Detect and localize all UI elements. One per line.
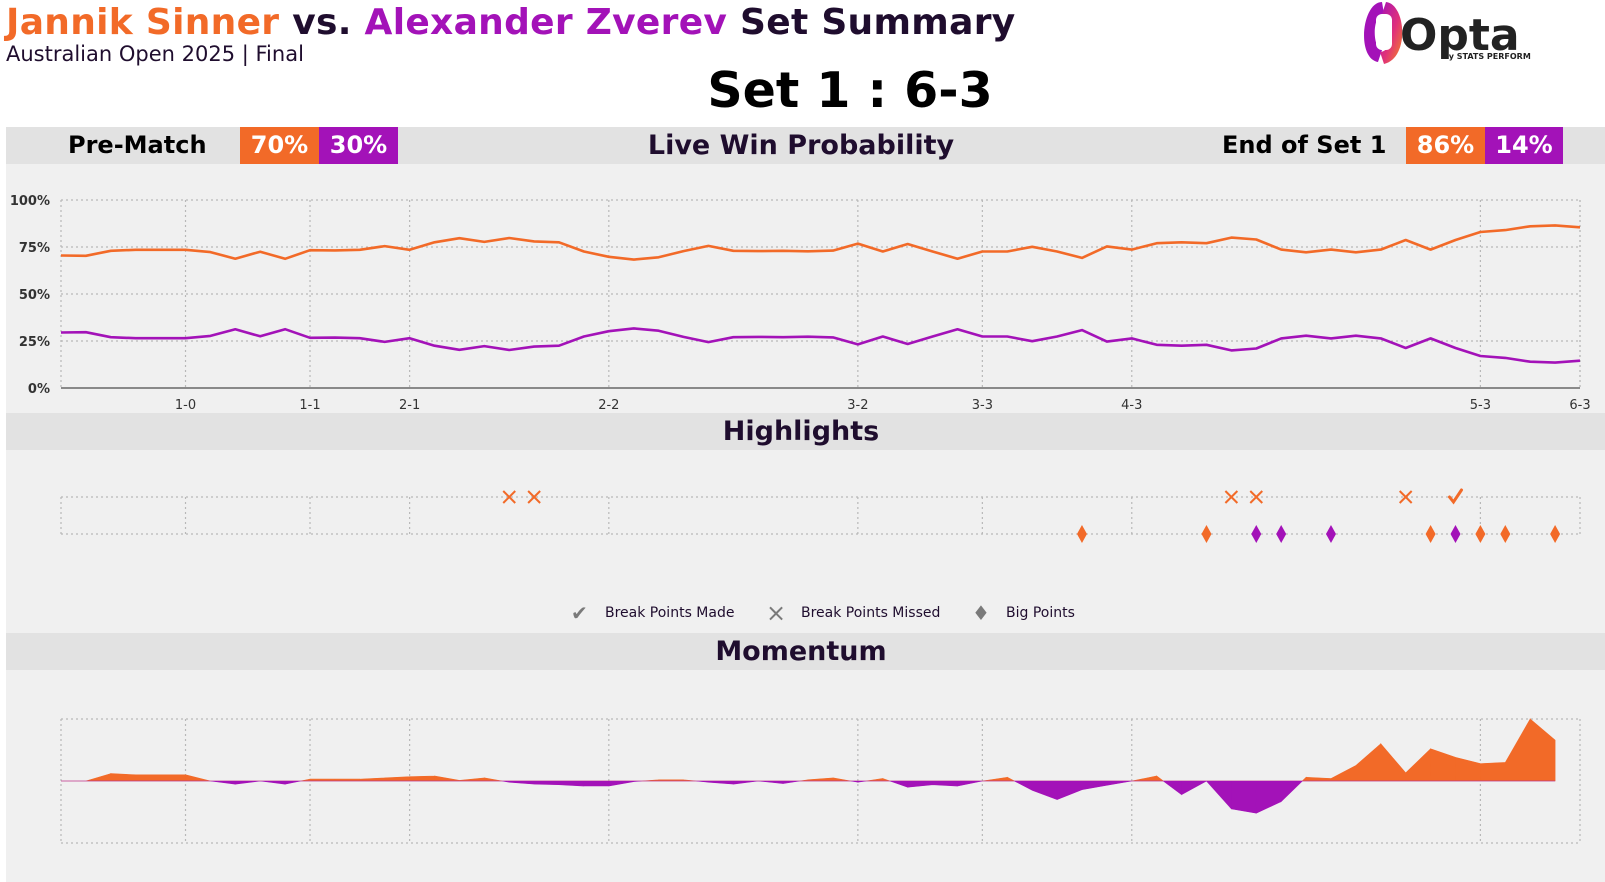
pre-match-label: Pre-Match <box>68 131 207 159</box>
win-probability-panel <box>6 164 1605 413</box>
title-suffix: Set Summary <box>740 2 1016 43</box>
highlights-title: Highlights <box>722 416 880 447</box>
wp-y-tick-label: 100% <box>10 194 50 209</box>
wp-y-tick-label: 0% <box>28 382 50 397</box>
opta-logo-icon: Opta by STATS PERFORM <box>1364 2 1531 64</box>
hl-big-point-marker <box>1251 525 1262 543</box>
check-icon: ✔ <box>571 601 588 625</box>
wp-x-tick-label: 4-3 <box>1121 398 1142 413</box>
cross-icon: × <box>766 599 787 627</box>
hl-break-point-made-marker <box>1447 488 1463 505</box>
logo-subtext: by STATS PERFORM <box>1443 52 1531 61</box>
player1-name: Jannik Sinner <box>6 2 280 43</box>
hl-big-point-marker <box>1550 525 1561 543</box>
legend-break-points-missed: Break Points Missed <box>801 605 941 621</box>
wp-x-tick-label: 3-2 <box>847 398 868 413</box>
hl-big-point-marker <box>1201 525 1212 543</box>
wp-x-tick-label: 1-0 <box>175 398 196 413</box>
diamond-icon: ♦ <box>972 601 990 625</box>
hl-break-point-missed-marker <box>1249 490 1263 504</box>
hl-big-point-marker <box>1500 525 1511 543</box>
wp-y-tick-label: 75% <box>19 241 50 256</box>
wp-x-tick-label: 2-2 <box>598 398 619 413</box>
pre-match-p2-prob: 30% <box>319 127 398 164</box>
highlights-legend: ✔ Break Points Made × Break Points Misse… <box>0 600 1605 626</box>
vs-text: vs. <box>292 2 352 43</box>
wp-x-tick-label: 1-1 <box>299 398 320 413</box>
wp-y-tick-label: 25% <box>19 335 50 350</box>
hl-break-point-missed-marker <box>502 490 516 504</box>
page-title: Jannik Sinner vs. Alexander Zverev Set S… <box>6 2 1016 43</box>
player2-name: Alexander Zverev <box>364 2 728 43</box>
legend-break-points-made: Break Points Made <box>605 605 735 621</box>
wp-x-tick-label: 2-1 <box>399 398 420 413</box>
hl-big-point-marker <box>1076 525 1087 543</box>
wp-x-tick-label: 6-3 <box>1569 398 1590 413</box>
page-subtitle: Australian Open 2025 | Final <box>6 42 304 66</box>
end-set-p1-prob: 86% <box>1406 127 1485 164</box>
pre-match-p1-prob: 70% <box>240 127 319 164</box>
hl-break-point-missed-marker <box>1398 490 1413 504</box>
end-of-set-label: End of Set 1 <box>1222 131 1387 159</box>
wp-x-tick-label: 5-3 <box>1470 398 1491 413</box>
logo-text: Opta <box>1400 10 1520 61</box>
mo-area-player2 <box>61 780 1556 814</box>
set-score: Set 1 : 6-3 <box>707 62 993 119</box>
hl-break-point-missed-marker <box>527 490 541 504</box>
momentum-header: Momentum <box>6 633 1605 670</box>
wp-series-player1-line <box>60 224 1581 261</box>
highlights-panel <box>6 450 1605 633</box>
hl-big-point-marker <box>1425 525 1436 543</box>
hl-big-point-marker <box>1325 525 1336 543</box>
hl-big-point-marker <box>1450 525 1461 543</box>
hl-break-point-missed-marker <box>1224 490 1239 504</box>
wp-series-player2-line <box>60 327 1581 364</box>
legend-big-points: Big Points <box>1006 605 1075 621</box>
hl-big-point-marker <box>1276 525 1287 543</box>
wp-x-tick-label: 3-3 <box>972 398 993 413</box>
mo-area-player1 <box>61 717 1556 782</box>
end-set-p2-prob: 14% <box>1485 127 1563 164</box>
opta-logo: Opta by STATS PERFORM <box>1362 0 1562 66</box>
momentum-title: Momentum <box>715 636 887 667</box>
win-probability-header: Pre-Match 70% 30% Live Win Probability E… <box>6 127 1605 164</box>
win-probability-title: Live Win Probability <box>647 130 955 161</box>
hl-big-point-marker <box>1475 525 1486 543</box>
highlights-header: Highlights <box>6 413 1605 450</box>
wp-y-tick-label: 50% <box>19 288 50 303</box>
